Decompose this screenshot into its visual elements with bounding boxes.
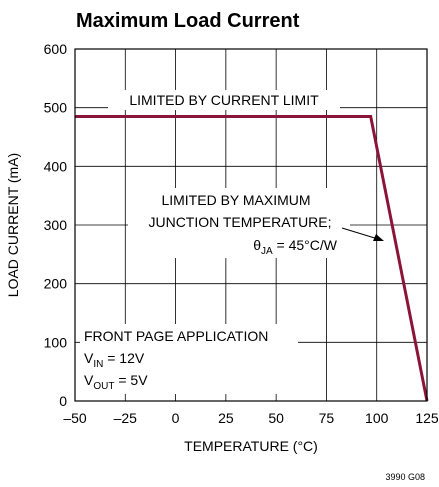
plot-frame [74, 48, 428, 402]
label-box [128, 188, 350, 258]
y-tick-label: 300 [44, 217, 68, 233]
y-tick-label: 600 [44, 41, 68, 57]
annotation: θJA = 45°C/W [253, 237, 338, 257]
x-axis-label: TEMPERATURE (°C) [184, 438, 318, 454]
annotation-part: = 45°C/W [273, 237, 338, 253]
y-axis-label: LOAD CURRENT (mA) [5, 153, 21, 297]
x-tick-label: 75 [319, 410, 335, 426]
footnote: 3990 G08 [385, 472, 425, 482]
chart-title: Maximum Load Current [76, 10, 300, 32]
plot-marks [75, 114, 429, 402]
annotation-part: V [84, 350, 94, 366]
label-box [108, 90, 340, 110]
annotation: JUNCTION TEMPERATURE; [148, 214, 331, 230]
annotation: LIMITED BY CURRENT LIMIT [129, 92, 319, 108]
annotation-part: θ [253, 237, 261, 253]
x-tick-label: 125 [415, 410, 439, 426]
x-tick-label: 50 [268, 410, 284, 426]
arrow [341, 227, 379, 240]
y-tick-label: 400 [44, 158, 68, 174]
y-tick-label: 0 [59, 393, 67, 409]
label-box [80, 324, 298, 394]
x-tick-label: 100 [365, 410, 389, 426]
annotation: FRONT PAGE APPLICATION [84, 328, 268, 344]
x-tick-label: 0 [172, 410, 180, 426]
annotation-boxes [80, 90, 350, 394]
annotation: LIMITED BY MAXIMUM [161, 192, 310, 208]
y-tick-label: 500 [44, 100, 68, 116]
annotation-sub: OUT [93, 381, 114, 392]
annotation-part: = 12V [103, 350, 145, 366]
annotation-part: = 5V [114, 372, 148, 388]
annotation-sub: IN [93, 359, 103, 370]
annotation-part: V [84, 372, 94, 388]
data-line [75, 114, 429, 402]
annotation-sub: JA [261, 246, 273, 257]
y-tick-label: 200 [44, 276, 68, 292]
x-tick-label: –50 [63, 410, 87, 426]
x-tick-label: –25 [114, 410, 138, 426]
annotation: VOUT = 5V [84, 372, 148, 392]
arrow-head [373, 234, 384, 241]
annotation: VIN = 12V [84, 350, 145, 370]
x-tick-label: 25 [218, 410, 234, 426]
y-tick-label: 100 [44, 334, 68, 350]
